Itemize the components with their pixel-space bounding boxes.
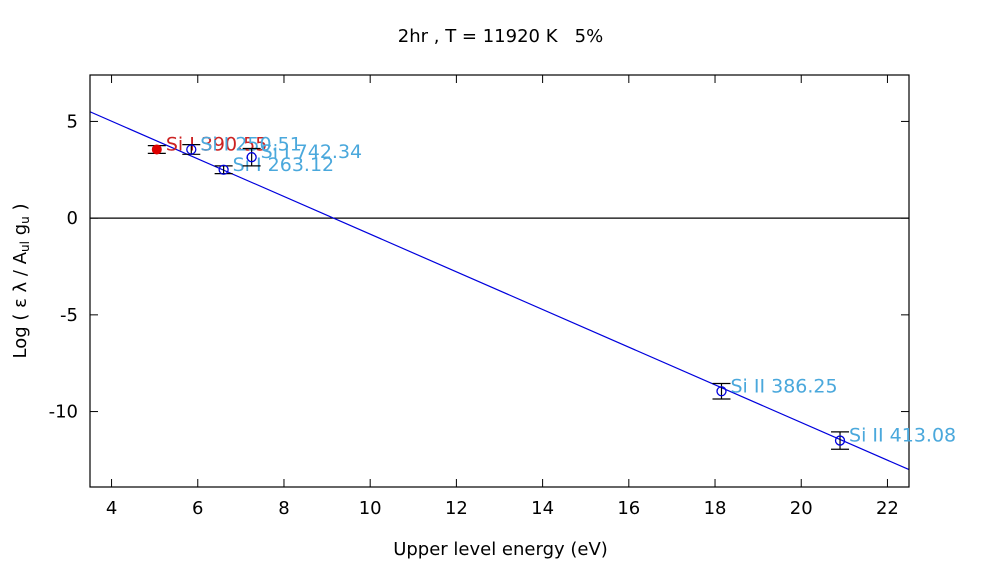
data-label: Si I 742.34	[261, 141, 363, 163]
x-tick-label: 6	[192, 498, 203, 519]
x-tick-label: 8	[278, 498, 289, 519]
x-tick-label: 10	[359, 498, 382, 519]
y-tick-label: -5	[60, 305, 78, 326]
data-point	[151, 144, 162, 155]
x-axis-label: Upper level energy (eV)	[393, 539, 608, 560]
x-tick-label: 16	[617, 498, 640, 519]
x-tick-label: 18	[704, 498, 727, 519]
data-point	[834, 435, 846, 446]
x-tick-label: 4	[106, 498, 117, 519]
data-label: Si I 250.51	[200, 133, 302, 155]
data-label: Si I 263.12	[233, 154, 335, 176]
data-point	[218, 164, 229, 175]
x-tick-label: 12	[445, 498, 468, 519]
data-point	[246, 152, 257, 163]
data-point	[716, 386, 727, 397]
data-point	[186, 144, 197, 155]
x-tick-label: 20	[790, 498, 813, 519]
y-tick-label: 5	[67, 111, 78, 132]
data-label: Si II 413.08	[849, 425, 956, 447]
plot-frame	[89, 74, 910, 488]
y-tick-label: 0	[67, 208, 78, 229]
chart-title: 2hr , T = 11920 K 5%	[397, 26, 604, 47]
x-tick-label: 22	[876, 498, 899, 519]
y-tick-label: -10	[49, 402, 78, 423]
data-label: Si II 386.25	[730, 375, 837, 397]
fit-line	[90, 111, 909, 471]
y-axis-label: Log ( ε λ / Aul gu )	[10, 203, 32, 359]
x-tick-label: 14	[531, 498, 554, 519]
